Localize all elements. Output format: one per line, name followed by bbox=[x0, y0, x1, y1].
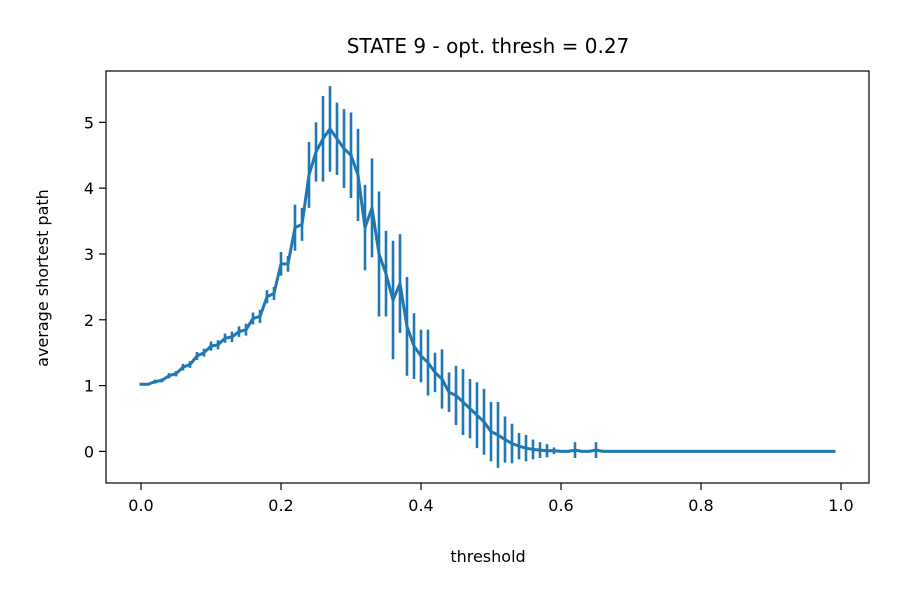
x-axis-label: threshold bbox=[450, 547, 525, 566]
x-tick-label: 0.4 bbox=[408, 496, 433, 515]
y-tick-label: 3 bbox=[84, 245, 94, 264]
y-axis-label: average shortest path bbox=[33, 189, 52, 367]
chart-title: STATE 9 - opt. thresh = 0.27 bbox=[347, 34, 630, 58]
y-tick-label: 2 bbox=[84, 311, 94, 330]
y-tick-label: 0 bbox=[84, 442, 94, 461]
x-tick-label: 0.0 bbox=[128, 496, 153, 515]
x-axis-ticks: 0.0 0.2 0.4 0.6 0.8 1.0 bbox=[128, 483, 854, 515]
y-tick-label: 4 bbox=[84, 179, 94, 198]
series-line bbox=[139, 127, 836, 453]
axes-frame bbox=[105, 70, 870, 484]
y-tick-label: 1 bbox=[84, 377, 94, 396]
x-tick-label: 0.6 bbox=[548, 496, 573, 515]
y-tick-label: 5 bbox=[84, 113, 94, 132]
x-tick-label: 0.8 bbox=[688, 496, 713, 515]
y-axis-ticks: 0 1 2 3 4 5 bbox=[84, 113, 106, 461]
plot-area bbox=[139, 86, 836, 468]
x-tick-label: 1.0 bbox=[828, 496, 853, 515]
x-tick-label: 0.2 bbox=[268, 496, 293, 515]
